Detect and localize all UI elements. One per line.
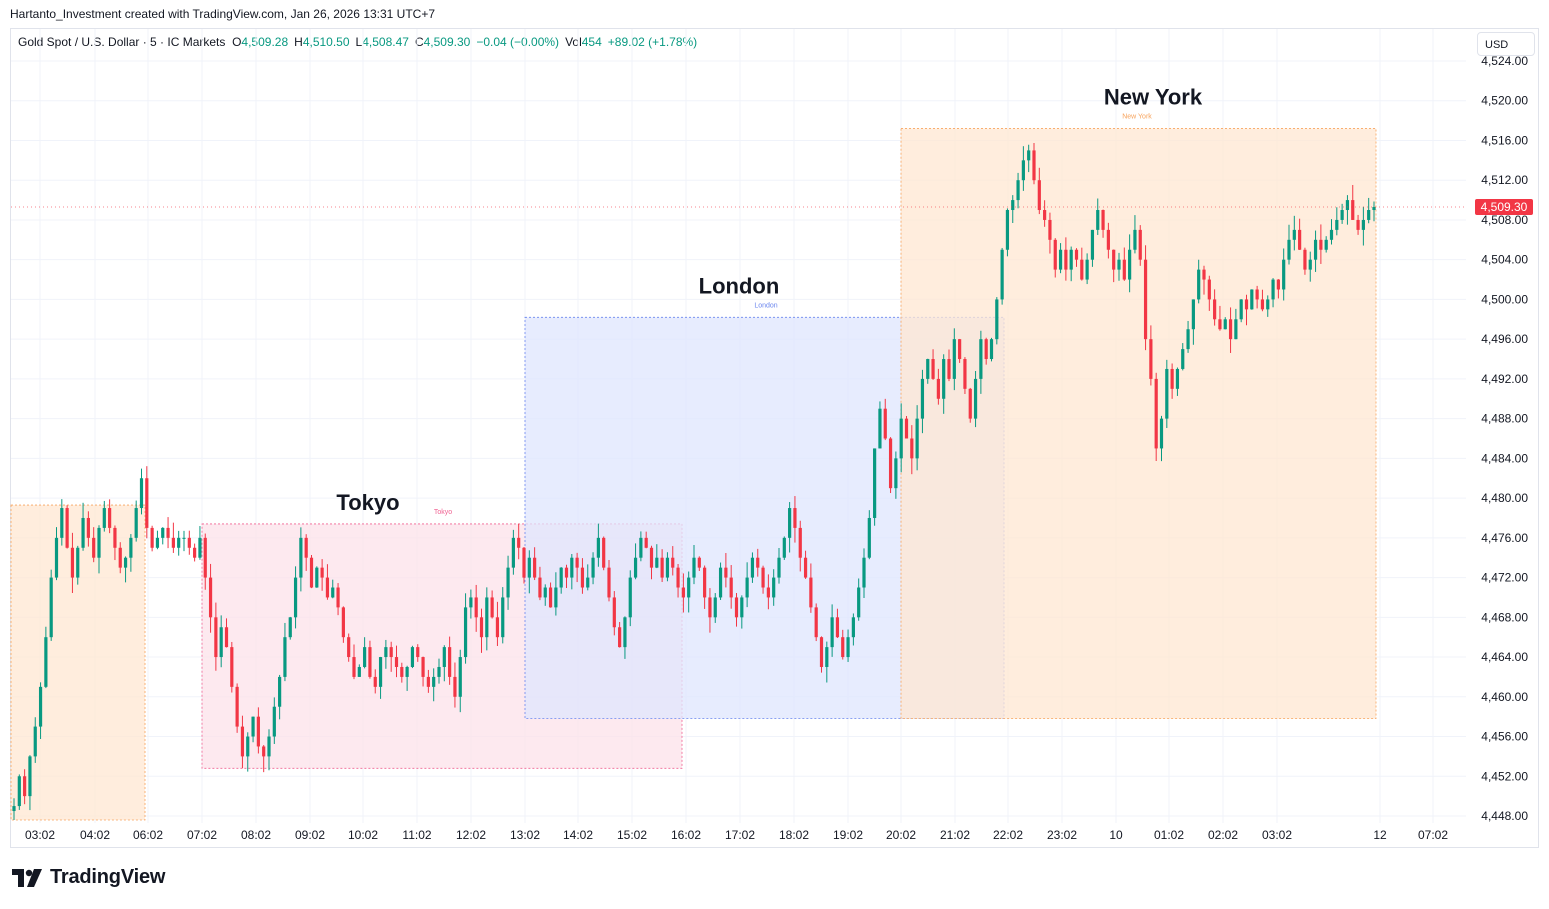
close-label: C [414,35,424,49]
volume-change: +89.02 (+1.78%) [607,35,698,49]
chart-frame [10,28,1539,848]
tradingview-logo-icon [12,868,42,887]
close-value: 4,509.30 [423,35,471,49]
low-value: 4,508.47 [362,35,409,49]
low-label: L [355,35,363,49]
high-value: 4,510.50 [302,35,350,49]
symbol-legend[interactable]: Gold Spot / U.S. Dollar · 5 · IC Markets… [18,35,703,49]
open-label: O [232,35,242,49]
open-value: 4,509.28 [241,35,289,49]
symbol-name[interactable]: Gold Spot / U.S. Dollar · 5 · IC Markets [18,35,226,49]
brand-name: TradingView [50,866,166,888]
currency-selector[interactable]: USD [1477,32,1535,56]
currency-label: USD [1485,39,1509,51]
chart-credit: Hartanto_Investment created with Trading… [10,7,436,21]
volume-label: Vol [565,35,582,49]
high-label: H [294,35,303,49]
volume-value: 454 [581,35,602,49]
tradingview-logo[interactable]: TradingView [12,866,165,889]
change-value: −0.04 (−0.00%) [476,35,560,49]
